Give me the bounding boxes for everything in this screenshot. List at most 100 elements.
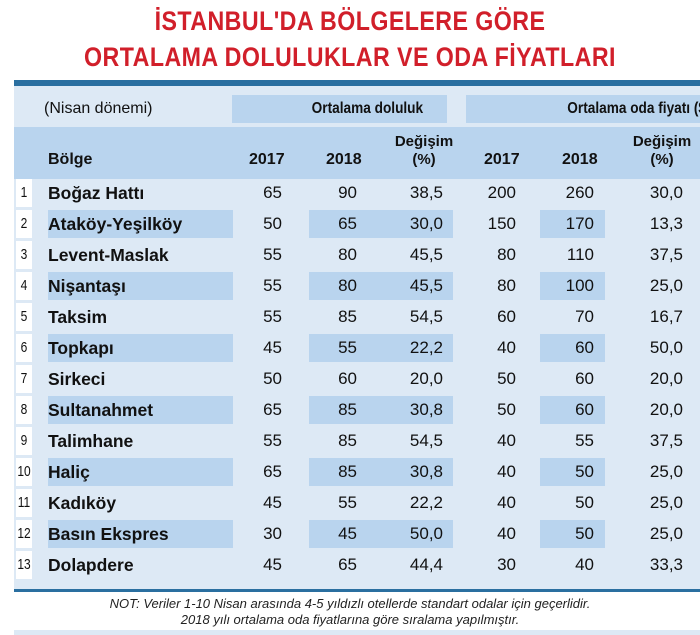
row-band: [309, 272, 453, 300]
cell-occ2017: 50: [263, 214, 282, 233]
region-name: Levent-Maslak: [48, 245, 169, 265]
cell-price2017: 150: [487, 214, 516, 233]
region-name: Talimhane: [48, 431, 134, 451]
region-name: Boğaz Hattı: [48, 183, 145, 203]
row-number: 6: [16, 334, 32, 362]
row-band: [309, 396, 453, 424]
region-name: Taksim: [48, 307, 108, 327]
cell-price2017: 200: [487, 183, 516, 202]
cell-occChange: 30,8: [409, 462, 443, 481]
title-line-2: ORTALAMA DOLULUKLAR VE ODA FİYATLARI: [84, 42, 616, 72]
title-line-1: İSTANBUL'DA BÖLGELERE GÖRE: [154, 6, 546, 36]
cell-occ2017: 55: [263, 431, 282, 450]
cell-occ2017: 65: [263, 400, 282, 419]
row-number: 4: [16, 272, 32, 300]
region-name: Dolapdere: [48, 555, 134, 575]
occ-change-header-line2: (%): [412, 151, 436, 168]
cell-occChange: 38,5: [409, 183, 443, 202]
cell-occ2018: 85: [338, 431, 357, 450]
cell-priceChange: 20,0: [649, 400, 683, 419]
cell-occ2018: 80: [338, 276, 357, 295]
cell-occChange: 30,0: [409, 214, 443, 233]
cell-occ2018: 80: [338, 245, 357, 264]
occupancy-group-band: [232, 95, 447, 123]
region-name: Topkapı: [48, 338, 114, 358]
cell-price2018: 50: [575, 493, 594, 512]
row-number: 7: [16, 365, 32, 393]
price-2018-header: 2018: [562, 151, 598, 168]
cell-occ2018: 90: [338, 183, 357, 202]
column-header-band: [14, 127, 700, 179]
cell-price2017: 50: [497, 400, 516, 419]
row-band: [309, 334, 453, 362]
cell-occ2018: 45: [338, 524, 357, 543]
cell-priceChange: 25,0: [649, 493, 683, 512]
row-band: [540, 396, 605, 424]
cell-priceChange: 25,0: [649, 524, 683, 543]
cell-occ2017: 45: [263, 555, 282, 574]
cell-occ2017: 45: [263, 338, 282, 357]
region-name: Sirkeci: [48, 369, 106, 389]
row-band: [540, 272, 605, 300]
cell-price2017: 30: [497, 555, 516, 574]
region-name: Kadıköy: [48, 493, 117, 513]
cell-occChange: 45,5: [409, 245, 443, 264]
occ-change-header: Değişim (%): [394, 133, 454, 169]
region-name: Haliç: [48, 462, 90, 482]
price-2017-header: 2017: [484, 151, 520, 168]
cell-occChange: 30,8: [409, 400, 443, 419]
region-name: Ataköy-Yeşilköy: [48, 214, 183, 234]
row-band: [540, 210, 605, 238]
cell-price2018: 60: [575, 369, 594, 388]
cell-occChange: 54,5: [409, 307, 443, 326]
cell-priceChange: 25,0: [649, 276, 683, 295]
row-band: [48, 210, 233, 238]
cell-occChange: 44,4: [409, 555, 443, 574]
row-number: 10: [16, 458, 32, 486]
cell-price2018: 110: [566, 245, 594, 264]
cell-occChange: 45,5: [409, 276, 443, 295]
cell-priceChange: 37,5: [649, 431, 683, 450]
cell-occChange: 50,0: [409, 524, 443, 543]
cell-occ2017: 55: [263, 307, 282, 326]
cell-price2018: 70: [575, 307, 594, 326]
cell-occ2017: 50: [263, 369, 282, 388]
cell-priceChange: 13,3: [649, 214, 683, 233]
cell-price2018: 170: [565, 214, 594, 233]
cell-price2017: 50: [497, 369, 516, 388]
cell-occ2018: 65: [338, 555, 357, 574]
region-name: Sultanahmet: [48, 400, 154, 420]
row-number: 9: [16, 427, 32, 455]
price-change-header-line2: (%): [650, 151, 674, 168]
cell-price2018: 60: [575, 400, 594, 419]
row-number: 5: [16, 303, 32, 331]
price-group-band: [466, 95, 700, 123]
cell-occChange: 22,2: [409, 338, 443, 357]
cell-occ2018: 55: [338, 493, 357, 512]
region-name: Basın Ekspres: [48, 524, 169, 544]
cell-occ2017: 65: [263, 462, 282, 481]
row-number: 11: [16, 489, 32, 517]
region-column-header: Bölge: [48, 151, 93, 168]
bottom-rule: [14, 589, 700, 592]
cell-occ2018: 85: [338, 400, 357, 419]
row-number: 12: [16, 520, 32, 548]
cell-priceChange: 16,7: [649, 307, 683, 326]
cell-price2017: 40: [497, 338, 516, 357]
row-band: [309, 520, 453, 548]
region-name: Nişantaşı: [48, 276, 126, 296]
price-change-header: Değişim (%): [632, 133, 692, 169]
row-band: [309, 458, 453, 486]
row-band: [48, 334, 233, 362]
cell-priceChange: 25,0: [649, 462, 683, 481]
cell-occ2017: 45: [263, 493, 282, 512]
cell-price2018: 55: [575, 431, 594, 450]
cell-price2017: 40: [497, 431, 516, 450]
row-number: 3: [16, 241, 32, 269]
cell-occ2017: 65: [263, 183, 282, 202]
row-band: [540, 334, 605, 362]
row-band: [540, 520, 605, 548]
cell-occ2018: 85: [338, 462, 357, 481]
cell-price2018: 50: [575, 524, 594, 543]
cell-price2018: 50: [575, 462, 594, 481]
